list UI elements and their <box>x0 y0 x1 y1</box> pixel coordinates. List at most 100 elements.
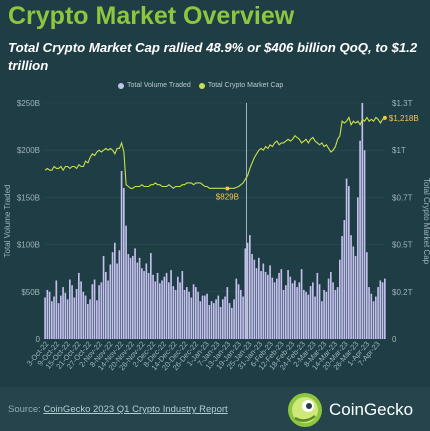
volume-bar <box>366 252 368 339</box>
volume-bar <box>102 255 105 339</box>
volume-bar <box>60 295 62 339</box>
volume-bar <box>321 301 323 339</box>
volume-bar <box>240 289 242 339</box>
y-right-tick-label: 0 <box>392 335 397 344</box>
volume-bar <box>370 293 373 339</box>
volume-bar <box>125 225 127 339</box>
volume-bar <box>375 296 377 339</box>
volume-bar <box>249 235 251 339</box>
volume-bar <box>69 279 71 339</box>
volume-bar <box>312 282 314 339</box>
volume-bar <box>379 280 382 339</box>
volume-bar <box>323 289 325 339</box>
volume-bar <box>46 289 49 339</box>
volume-bar <box>244 248 247 339</box>
volume-bar <box>276 278 278 339</box>
volume-bar <box>318 284 321 339</box>
volume-bar <box>307 294 310 339</box>
volume-bar <box>228 303 231 339</box>
volume-bar <box>316 272 319 339</box>
volume-bar <box>177 276 179 339</box>
volume-bar <box>341 236 343 339</box>
volume-bar <box>264 271 267 339</box>
volume-bar <box>345 178 348 339</box>
volume-bar <box>359 140 361 339</box>
volume-bar <box>138 257 141 339</box>
volume-bar <box>314 296 316 339</box>
volume-bar <box>273 282 276 339</box>
volume-bar <box>172 286 175 339</box>
volume-bar <box>73 297 76 339</box>
volume-bar <box>363 150 366 339</box>
volume-bar <box>159 283 161 339</box>
volume-bar <box>156 272 159 339</box>
volume-bar <box>183 289 186 339</box>
volume-bar <box>208 305 211 339</box>
volume-bar <box>123 187 125 339</box>
volume-bar <box>224 296 226 339</box>
volume-bar <box>62 287 64 339</box>
volume-bar <box>165 272 168 339</box>
volume-bar <box>294 280 296 339</box>
volume-bar <box>309 286 312 339</box>
legend-market-cap-swatch <box>198 82 205 89</box>
volume-bar <box>242 296 244 339</box>
volume-bar <box>206 293 208 339</box>
volume-bar <box>161 280 163 339</box>
volume-bar <box>278 272 280 339</box>
volume-bar <box>303 289 305 339</box>
volume-bar <box>377 287 379 339</box>
y-left-tick-label: $150B <box>17 193 40 202</box>
volume-bar <box>147 272 150 339</box>
volume-bar <box>75 288 78 339</box>
volume-bar <box>300 269 303 339</box>
volume-bar <box>210 301 213 339</box>
y-right-axis-title: Total Crypto Market Cap <box>422 178 430 265</box>
volume-bar <box>168 282 170 339</box>
volume-bar <box>199 301 202 339</box>
volume-bar <box>296 287 298 339</box>
volume-bar <box>215 299 217 339</box>
volume-bar <box>255 268 258 339</box>
volume-bar <box>354 255 357 339</box>
volume-bar <box>120 170 123 339</box>
volume-bar <box>87 304 89 339</box>
volume-bar <box>258 257 260 339</box>
volume-bar <box>192 284 195 339</box>
volume-bar <box>280 269 283 339</box>
volume-bar <box>381 282 384 339</box>
volume-bar <box>141 268 143 339</box>
volume-bar <box>134 248 136 339</box>
volume-bar <box>204 295 206 339</box>
volume-bar <box>55 280 58 339</box>
volume-bar <box>53 296 55 339</box>
volume-bar <box>332 282 334 339</box>
volume-bar <box>163 276 166 339</box>
volume-bar <box>44 297 46 339</box>
volume-bar <box>181 271 184 339</box>
volume-bar <box>253 259 256 339</box>
source-link[interactable]: CoinGecko 2023 Q1 Crypto Industry Report <box>43 404 228 415</box>
volume-bar <box>71 285 73 339</box>
source-note: Source: CoinGecko 2023 Q1 Crypto Industr… <box>8 404 228 415</box>
volume-bar <box>305 291 307 339</box>
volume-bar <box>339 259 341 339</box>
volume-bar <box>334 289 337 339</box>
volume-bar <box>152 274 154 339</box>
volume-bar <box>217 295 220 339</box>
volume-bar <box>282 289 285 339</box>
volume-bar <box>352 246 355 339</box>
chart: 0 $50B $100B $150B $200B $250B 0 $0.2T $0.5T $0.7… <box>3 99 430 372</box>
volume-bar <box>114 242 116 339</box>
volume-bar <box>350 235 352 339</box>
y-left-tick-label: $200B <box>17 146 40 155</box>
y-right-tick-label: $1.3T <box>392 99 413 108</box>
volume-bar <box>222 299 224 339</box>
volume-bar <box>289 276 292 339</box>
volume-bar <box>298 282 301 339</box>
y-right-tick-label: $0.7T <box>392 193 413 202</box>
volume-bar <box>64 292 67 339</box>
volume-bar <box>201 295 204 339</box>
volume-bar <box>150 253 152 339</box>
volume-bar <box>325 291 328 339</box>
